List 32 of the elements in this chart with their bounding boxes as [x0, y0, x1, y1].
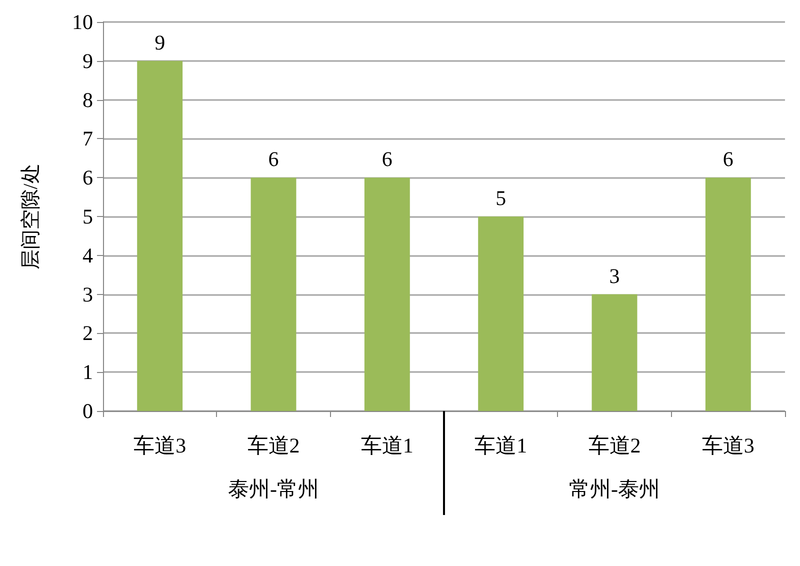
- data-label: 6: [382, 147, 392, 172]
- y-tick-label: 5: [82, 204, 93, 228]
- y-tick-label: 0: [82, 399, 93, 423]
- y-tick-label: 4: [82, 243, 94, 268]
- bar: [250, 178, 296, 411]
- y-tick-label: 2: [82, 321, 93, 346]
- bar: [705, 178, 751, 411]
- x-tick-label: 车道2: [247, 434, 300, 458]
- data-label: 5: [496, 186, 506, 210]
- y-tick-label: 6: [82, 166, 93, 190]
- x-tick-label: 车道1: [360, 434, 414, 458]
- bar: [364, 178, 410, 411]
- bar: [137, 60, 183, 411]
- x-tick-label: 车道2: [588, 434, 641, 458]
- bar: [478, 216, 524, 411]
- data-label: 3: [609, 264, 620, 288]
- y-tick-label: 3: [82, 282, 93, 306]
- y-tick-label: 9: [82, 48, 93, 73]
- y-tick-label: 10: [72, 10, 93, 34]
- bar: [592, 294, 638, 411]
- x-tick-label: 车道3: [702, 434, 754, 458]
- text: 泰州-常州: [228, 477, 319, 501]
- data-label: 6: [268, 147, 279, 172]
- text: 常州-泰州: [569, 477, 660, 501]
- y-tick-label: 8: [82, 88, 93, 112]
- y-tick-label: 1: [82, 360, 93, 384]
- y-axis-title: 层间空隙/处: [20, 164, 42, 270]
- x-tick-label: 车道1: [474, 434, 528, 458]
- data-label: 9: [154, 30, 166, 54]
- x-tick-label: 车道3: [134, 434, 186, 458]
- y-tick-label: 7: [82, 126, 93, 151]
- data-label: 6: [722, 147, 734, 172]
